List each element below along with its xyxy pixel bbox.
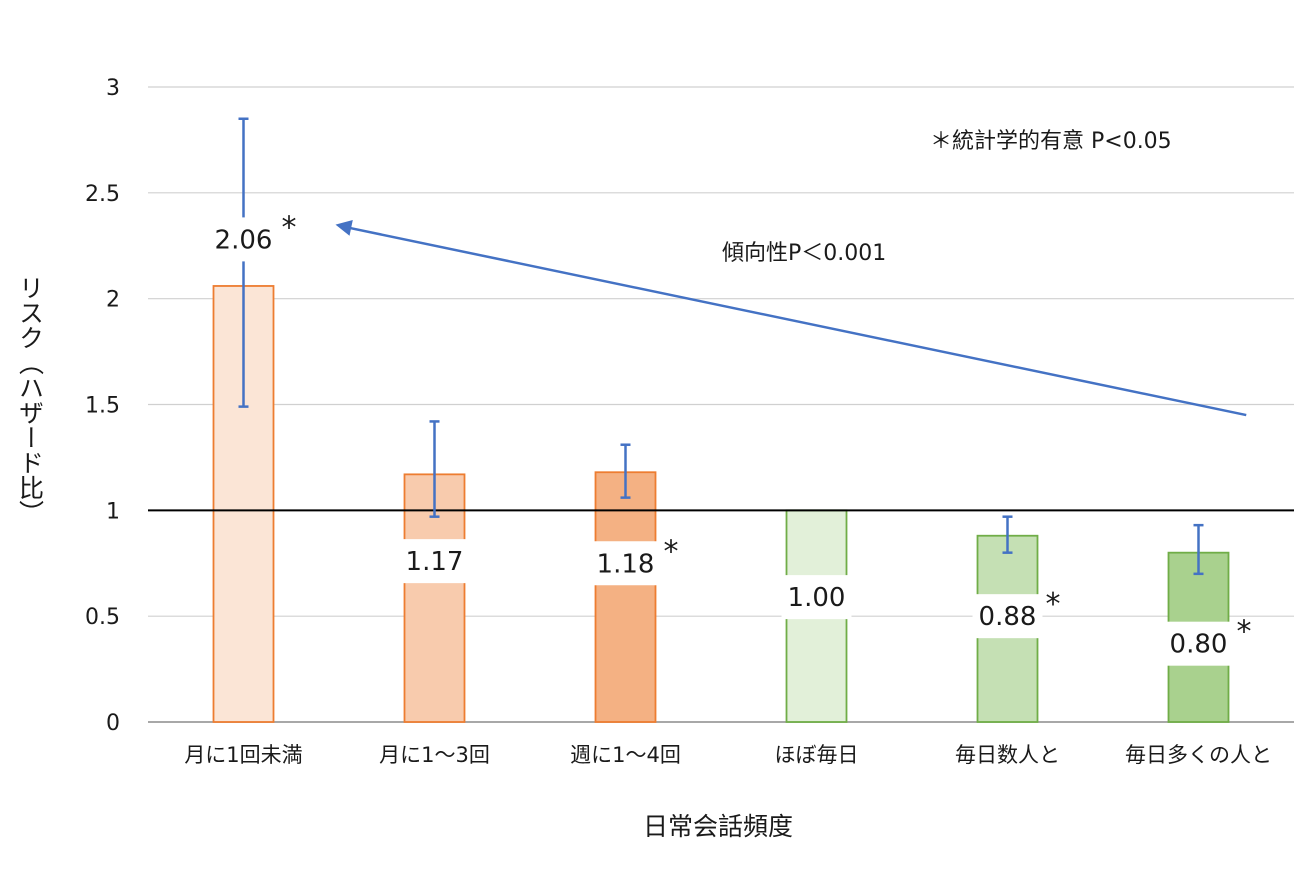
data-label-background [1163, 621, 1234, 666]
data-label-background [208, 217, 279, 262]
error-bar [1002, 515, 1013, 554]
significance-star: * [282, 210, 297, 245]
data-label: 0.88 [979, 602, 1037, 632]
trend-arrow-line [345, 225, 1247, 417]
significance-star: * [1046, 587, 1061, 622]
y-tick-label: 3 [106, 76, 120, 101]
significance-note: ＊統計学的有意 P<0.05 [930, 129, 1172, 154]
error-bar [620, 443, 631, 499]
category-label: 月に1回未満 [184, 743, 302, 767]
data-label-background [590, 541, 661, 586]
y-tick-label: 2 [106, 288, 120, 313]
data-label: 1.18 [597, 549, 655, 579]
trend-label: 傾向性P＜0.001 [722, 241, 886, 266]
significance-star: * [1237, 615, 1252, 650]
y-tick-label: 0 [106, 711, 120, 736]
data-label: 1.17 [406, 547, 464, 577]
significance-star: * [664, 534, 679, 569]
x-axis-title: 日常会話頻度 [643, 812, 793, 841]
category-label: ほぼ毎日 [775, 743, 859, 767]
data-label-background [972, 594, 1043, 639]
data-label: 2.06 [215, 225, 273, 255]
data-label-background [399, 539, 470, 584]
data-label: 0.80 [1170, 630, 1228, 660]
category-label: 週に1〜4回 [570, 743, 681, 767]
error-bar [1193, 523, 1204, 576]
category-label: 毎日多くの人と [1125, 743, 1272, 767]
category-label: 毎日数人と [955, 743, 1060, 767]
data-label: 1.00 [788, 583, 846, 613]
y-tick-label: 1.5 [85, 394, 120, 419]
y-axis-title: リスク（ハザード比） [16, 275, 45, 525]
y-tick-label: 2.5 [85, 182, 120, 207]
y-tick-label: 0.5 [85, 605, 120, 630]
error-bar [238, 117, 249, 408]
category-label: 月に1〜3回 [379, 743, 490, 767]
bar [594, 471, 657, 723]
data-label-background [781, 575, 852, 620]
trend-arrow-head [335, 220, 353, 236]
error-bar [429, 420, 440, 518]
y-tick-label: 1 [106, 499, 120, 524]
